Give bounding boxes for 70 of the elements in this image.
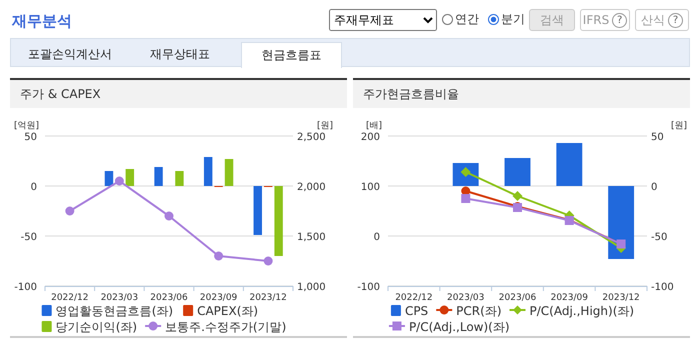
bar (556, 143, 582, 186)
bar (254, 186, 262, 235)
x-tick-label: 2023/12 (602, 293, 640, 303)
y-tick-label: 50 (24, 132, 37, 143)
legend-label: PCR(좌) (456, 304, 502, 318)
y2-tick-label: 1,500 (297, 232, 326, 243)
x-tick-label: 2022/12 (395, 293, 433, 303)
y-tick-label: 100 (360, 182, 380, 193)
y2-tick-label: 0 (651, 182, 658, 193)
y2-axis-title: [원] (670, 121, 687, 131)
x-tick-label: 2022/12 (51, 293, 88, 303)
bar (175, 171, 184, 186)
legend-label: P/C(Adj.,Low)(좌) (408, 320, 510, 334)
bar (274, 186, 283, 256)
bar (224, 159, 234, 186)
legend-label: 당기순이익(좌) (56, 320, 138, 334)
bar (504, 158, 530, 186)
y-axis-title: [억원] (14, 121, 39, 131)
y-tick-label: 0 (30, 182, 37, 193)
text: 현금흐름표 (241, 42, 342, 68)
text: IFRS (582, 13, 610, 27)
point (461, 194, 470, 203)
point (114, 176, 124, 186)
text: 주재무제표 (329, 9, 437, 31)
y-tick-label: -100 (14, 282, 37, 293)
point (264, 256, 273, 266)
legend-label: CPS (404, 304, 428, 318)
text: 분기 (501, 11, 525, 28)
bar (154, 167, 163, 186)
text: 재무분석 (12, 12, 72, 31)
y2-tick-label: 1,000 (297, 282, 326, 293)
chart-title: 주가현금흐름비율 (363, 87, 459, 101)
legend-label: 보통주.수정주가(기말) (165, 320, 286, 334)
y2-tick-label: -50 (651, 232, 668, 243)
x-tick-label: 2023/06 (498, 293, 536, 303)
point (65, 206, 74, 216)
bar (104, 171, 114, 186)
text: 검색 (529, 9, 575, 31)
text: 포괄손익계산서 (27, 46, 113, 62)
chart-title: 주가 & CAPEX (20, 87, 101, 101)
legend-label: CAPEX(좌) (197, 304, 258, 318)
y2-tick-label: 50 (651, 132, 664, 143)
y-tick-label: -100 (357, 282, 380, 293)
y2-tick-label: 2,500 (297, 132, 326, 143)
text: ? (612, 12, 628, 28)
y-axis-title: [배] (366, 121, 382, 131)
y2-axis-title: [원] (316, 121, 333, 131)
bar (126, 169, 134, 186)
x-tick-label: 2023/06 (150, 293, 188, 303)
bar (608, 186, 634, 259)
x-tick-label: 2023/03 (100, 293, 138, 303)
text: 재무상태표 (149, 46, 211, 62)
x-tick-label: 2023/03 (447, 293, 484, 303)
point (512, 191, 522, 201)
point (164, 212, 174, 220)
y-tick-label: 200 (360, 132, 380, 143)
y-tick-label: -50 (20, 232, 37, 243)
bar (204, 157, 212, 186)
text: 산식 (641, 12, 665, 26)
x-tick-label: 2023/09 (550, 293, 588, 303)
x-tick-label: 2023/09 (200, 293, 238, 303)
legend-label: 영업활동현금흐름(좌) (56, 304, 174, 318)
y2-tick-label: -100 (651, 282, 674, 293)
y-tick-label: 0 (374, 232, 380, 243)
x-tick-label: 2023/12 (250, 293, 287, 303)
point (214, 252, 224, 260)
legend-label: P/C(Adj.,High)(좌) (530, 304, 634, 318)
text: ? (668, 12, 683, 28)
y2-tick-label: 2,000 (297, 182, 326, 193)
text: 연간 (455, 11, 479, 28)
